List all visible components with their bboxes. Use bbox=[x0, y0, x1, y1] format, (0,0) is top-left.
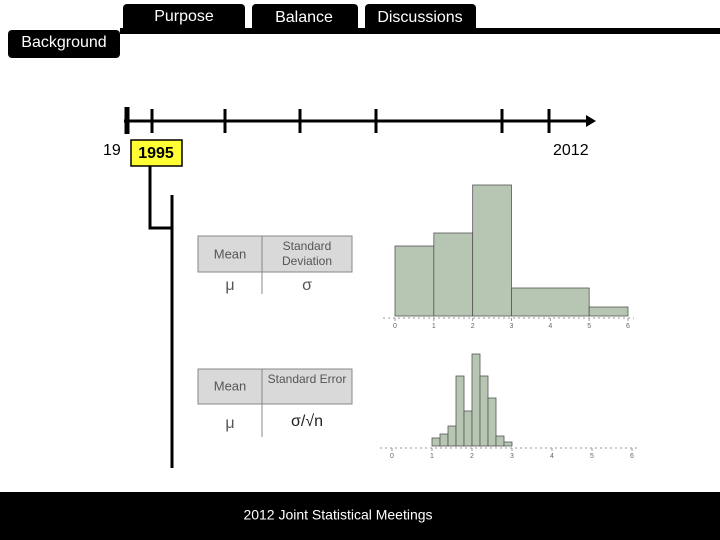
histogram-bar bbox=[433, 232, 474, 317]
table-symbol: σ bbox=[302, 277, 312, 294]
table-header: Standard Error bbox=[267, 372, 347, 386]
x-tick-label: 2 bbox=[471, 323, 475, 330]
histogram-bar bbox=[472, 184, 512, 317]
table-symbol: μ bbox=[225, 415, 234, 432]
tab[interactable] bbox=[365, 4, 476, 32]
histogram-bar bbox=[471, 353, 481, 447]
tab-label[interactable]: Purpose bbox=[154, 8, 214, 25]
x-tick-label: 4 bbox=[550, 453, 554, 460]
timeline-arrow bbox=[586, 115, 596, 127]
histogram-bar bbox=[431, 437, 441, 447]
histogram-bar bbox=[439, 433, 449, 447]
connector bbox=[148, 166, 172, 230]
timeline-ticks bbox=[150, 109, 551, 133]
section-label[interactable]: Background bbox=[21, 34, 106, 51]
x-tick-label: 4 bbox=[548, 323, 552, 330]
x-tick-label: 6 bbox=[630, 453, 634, 460]
x-tick-label: 0 bbox=[393, 323, 397, 330]
footer: 2012 Joint Statistical Meetings bbox=[243, 507, 432, 523]
table-symbol: σ/√n bbox=[291, 413, 323, 430]
section-tab[interactable] bbox=[8, 30, 120, 58]
table-header: Mean bbox=[214, 246, 247, 261]
histogram-bar bbox=[503, 441, 513, 447]
highlight-label: 1995 bbox=[138, 145, 174, 162]
x-tick-label: 1 bbox=[432, 323, 436, 330]
histogram-bar bbox=[394, 245, 435, 317]
tab[interactable] bbox=[123, 4, 245, 32]
histogram-bar bbox=[455, 375, 465, 447]
tab[interactable] bbox=[252, 4, 358, 32]
tab-label[interactable]: Balance bbox=[275, 9, 333, 26]
table: Mean Standard Error μ σ/√n bbox=[197, 368, 353, 437]
table-symbol: μ bbox=[225, 277, 234, 294]
histogram-bar bbox=[479, 375, 489, 447]
histogram-bar bbox=[588, 306, 629, 317]
x-tick-label: 5 bbox=[590, 453, 594, 460]
x-tick-label: 2 bbox=[470, 453, 474, 460]
x-tick-label: 1 bbox=[430, 453, 434, 460]
histogram-bar bbox=[495, 435, 505, 447]
tab-label[interactable]: Discussions bbox=[377, 9, 462, 26]
histogram-bar bbox=[487, 397, 497, 447]
histogram-bar bbox=[447, 425, 457, 447]
histogram-bar bbox=[511, 287, 590, 317]
highlight-box bbox=[130, 139, 183, 167]
histogram-bar bbox=[463, 410, 473, 447]
x-tick-label: 3 bbox=[510, 453, 514, 460]
x-tick-label: 3 bbox=[510, 323, 514, 330]
table: Mean Standard Deviation μ σ bbox=[197, 235, 353, 294]
x-tick-label: 5 bbox=[587, 323, 591, 330]
timeline-end-label: 2012 bbox=[553, 142, 589, 159]
table-header: Mean bbox=[214, 378, 247, 393]
table-header: Standard Deviation bbox=[281, 239, 333, 268]
footer-bar bbox=[0, 492, 720, 540]
x-tick-label: 0 bbox=[390, 453, 394, 460]
x-tick-label: 6 bbox=[626, 323, 630, 330]
timeline-start-label: 19 bbox=[103, 142, 121, 159]
